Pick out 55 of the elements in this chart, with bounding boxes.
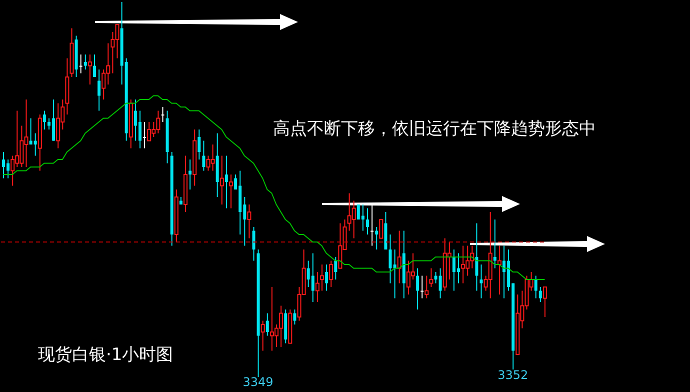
candlestick — [493, 219, 496, 269]
candlestick — [325, 264, 328, 292]
candlestick — [475, 222, 478, 292]
candlestick — [361, 204, 364, 232]
candlestick — [229, 174, 233, 209]
candlestick — [416, 268, 420, 310]
candlestick — [260, 320, 265, 352]
candlestick — [379, 219, 384, 239]
candlestick — [210, 144, 215, 172]
candlestick — [247, 204, 252, 239]
candlestick — [93, 54, 96, 78]
candlestick — [542, 286, 547, 318]
annotation: 3349 — [242, 375, 274, 389]
candlestick — [538, 286, 542, 302]
candlestick — [420, 275, 424, 299]
candlestick — [202, 140, 206, 172]
candlestick — [34, 132, 37, 156]
candlestick — [198, 129, 201, 160]
candlestick — [375, 226, 378, 250]
candlestick — [334, 256, 338, 280]
candlestick — [315, 272, 320, 302]
candlestick — [79, 54, 82, 74]
candlestick — [84, 54, 87, 70]
candlestick — [147, 122, 152, 142]
candlestick — [370, 204, 374, 246]
annotation: 3352 — [496, 368, 530, 382]
candlestick — [320, 264, 324, 292]
candlestick — [102, 69, 106, 100]
candlestick — [88, 54, 92, 85]
candlestick — [429, 268, 434, 288]
candlestick — [480, 264, 483, 299]
candlestick — [10, 155, 15, 186]
candlestick — [393, 249, 396, 299]
candlestick — [98, 69, 101, 112]
candlestick — [266, 312, 269, 336]
candlestick — [224, 155, 228, 209]
candlestick — [42, 110, 46, 130]
candlestick — [397, 230, 402, 284]
candlestick — [461, 245, 466, 284]
candlestick — [424, 275, 429, 299]
candlestick — [311, 252, 314, 302]
candlestick — [188, 159, 192, 190]
candlestick — [220, 155, 224, 205]
candlestick — [56, 102, 60, 149]
candlestick — [534, 275, 538, 299]
candlestick — [293, 309, 296, 325]
annotation: 高点不断下移，依旧运行在下降趋势形态中 — [273, 118, 596, 140]
candlestick — [438, 268, 442, 299]
candlestick — [161, 106, 164, 122]
candlestick — [143, 122, 146, 149]
candlestick — [366, 208, 369, 235]
candlestick — [352, 200, 356, 239]
candlestick — [252, 226, 256, 262]
annotation: 现货白银·1小时图 — [38, 344, 174, 366]
candlestick — [329, 260, 334, 288]
